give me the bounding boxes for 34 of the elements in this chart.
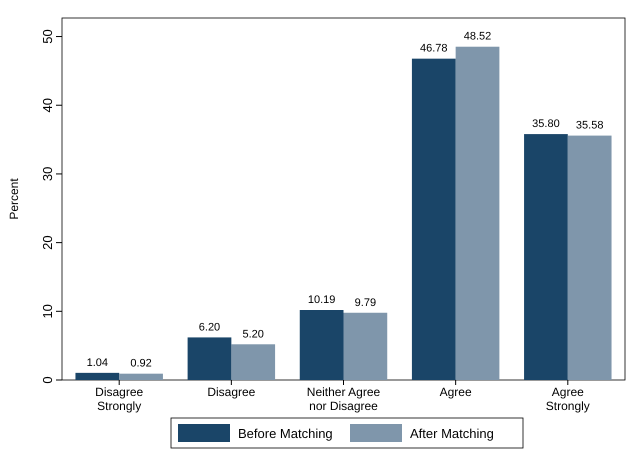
bar — [568, 136, 612, 380]
data-label: 35.58 — [576, 120, 604, 132]
y-tick-label: 10 — [40, 304, 55, 319]
data-label: 35.80 — [532, 118, 560, 130]
data-label: 0.92 — [130, 358, 152, 370]
y-tick-label: 40 — [40, 98, 55, 112]
data-label: 6.20 — [198, 321, 220, 334]
x-tick-label: Agree Strongly — [546, 385, 590, 413]
y-axis-title: Percent — [7, 178, 21, 220]
data-label: 48.52 — [464, 30, 492, 43]
bar — [188, 337, 232, 380]
data-label: 10.19 — [308, 294, 336, 306]
x-tick-label: Neither Agree nor Disagree — [306, 385, 381, 413]
legend-label: After Matching — [410, 426, 494, 441]
y-tick-label: 30 — [40, 166, 55, 182]
bar — [344, 312, 388, 380]
data-label: 1.04 — [86, 356, 108, 369]
bar — [524, 134, 568, 380]
bar — [75, 372, 120, 380]
x-tick-label: Disagree — [207, 385, 256, 399]
bar — [412, 58, 456, 380]
data-label: 9.79 — [354, 296, 376, 309]
data-label: 5.20 — [242, 328, 264, 340]
bar — [456, 46, 500, 380]
legend-label: Before Matching — [238, 426, 333, 441]
x-tick-label: Disagree Strongly — [95, 385, 144, 413]
data-label: 46.78 — [420, 42, 448, 55]
bar — [119, 374, 163, 380]
y-tick-label: 20 — [40, 235, 55, 250]
x-tick-label: Agree — [440, 385, 472, 399]
y-tick-label: 50 — [40, 29, 55, 44]
y-tick-label: 0 — [40, 376, 55, 384]
bar — [231, 344, 276, 380]
bar — [300, 310, 344, 380]
